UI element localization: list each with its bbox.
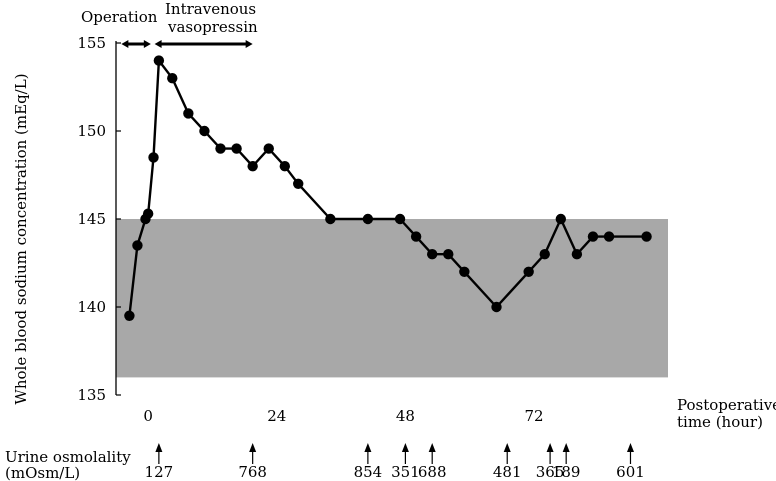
x-axis-title-line1: Postoperative bbox=[677, 396, 776, 414]
urine-arrow-head bbox=[546, 443, 554, 452]
urine-osmolality-value: 688 bbox=[418, 463, 447, 481]
sodium-data-point bbox=[231, 143, 242, 154]
urine-osmolality-value: 189 bbox=[552, 463, 581, 481]
normal-range-band bbox=[116, 219, 668, 378]
sodium-data-point bbox=[215, 143, 226, 154]
operation-arrow bbox=[121, 40, 151, 48]
urine-sample-marker: 688 bbox=[418, 443, 447, 481]
sodium-data-point bbox=[293, 178, 304, 189]
urine-arrow-head bbox=[562, 443, 570, 452]
sodium-data-point bbox=[443, 249, 454, 260]
vasopressin-arrow-head-left bbox=[154, 40, 162, 48]
axis-labels: Whole blood sodium concentration (mEq/L)… bbox=[12, 73, 776, 431]
sodium-data-point bbox=[426, 249, 438, 260]
y-tick-label: 155 bbox=[77, 34, 106, 52]
sodium-data-point bbox=[523, 266, 534, 277]
operation-label: Operation bbox=[81, 8, 158, 26]
urine-sample-marker: 127 bbox=[145, 443, 174, 481]
sodium-data-point bbox=[539, 249, 550, 260]
sodium-series-line bbox=[128, 59, 647, 316]
sodium-data-point bbox=[491, 301, 502, 313]
y-tick-label: 145 bbox=[77, 210, 106, 228]
operation-arrow-head-left bbox=[121, 40, 129, 48]
y-tick-label: 140 bbox=[77, 298, 106, 316]
x-tick-label: 72 bbox=[524, 407, 543, 425]
normal-range-layer bbox=[116, 219, 668, 378]
sodium-data-point bbox=[247, 161, 258, 172]
urine-arrow-head bbox=[364, 443, 372, 452]
urine-sample-marker: 768 bbox=[238, 443, 267, 481]
urine-osmolality-value: 768 bbox=[238, 463, 267, 481]
urine-sample-marker: 481 bbox=[493, 443, 522, 481]
urine-osmolality-value: 127 bbox=[145, 463, 174, 481]
x-axis-title-line2: time (hour) bbox=[677, 413, 763, 431]
sodium-data-point bbox=[459, 266, 470, 277]
sodium-data-point bbox=[571, 249, 583, 260]
sodium-data-point bbox=[153, 55, 165, 66]
vasopressin-label-line2: vasopressin bbox=[167, 18, 258, 36]
operation-arrow-head-right bbox=[143, 40, 151, 48]
vasopressin-arrow-head-right bbox=[245, 40, 253, 48]
urine-osmolality-value: 365 bbox=[536, 463, 565, 481]
urine-arrow-head bbox=[428, 443, 436, 452]
urine-sample-marker: 189 bbox=[552, 443, 581, 481]
vasopressin-arrow bbox=[154, 40, 253, 48]
urine-sample-marker: 365 bbox=[536, 443, 565, 481]
sodium-data-point bbox=[410, 231, 422, 242]
sodium-data-point bbox=[279, 161, 291, 172]
sodium-data-point bbox=[641, 231, 652, 242]
sodium-series bbox=[124, 55, 652, 321]
urine-arrow-head bbox=[155, 443, 163, 452]
urine-osmolality-label-line2: (mOsm/L) bbox=[5, 464, 80, 481]
x-tick-label: 0 bbox=[143, 407, 153, 425]
sodium-data-point bbox=[167, 73, 178, 84]
sodium-data-point bbox=[362, 213, 374, 225]
urine-arrow-head bbox=[503, 443, 511, 452]
sodium-data-point bbox=[394, 213, 406, 225]
urine-osmolality-value: 854 bbox=[354, 463, 383, 481]
sodium-data-point bbox=[183, 108, 194, 119]
urine-osmolality-label-line1: Urine osmolality bbox=[5, 448, 131, 466]
urine-osmolality-value: 601 bbox=[616, 463, 645, 481]
sodium-data-point bbox=[142, 208, 154, 219]
urine-arrow-head bbox=[401, 443, 409, 452]
y-axis-title: Whole blood sodium concentration (mEq/L) bbox=[12, 73, 30, 404]
sodium-data-point bbox=[199, 125, 210, 137]
sodium-data-point bbox=[132, 240, 143, 251]
sodium-data-point bbox=[587, 231, 599, 242]
sodium-data-point bbox=[603, 231, 615, 242]
axes: 135 140 145 150 155 0 24 48 72 bbox=[77, 34, 543, 425]
sodium-data-point bbox=[555, 213, 567, 225]
x-tick-label: 48 bbox=[396, 407, 415, 425]
sodium-data-point bbox=[263, 143, 274, 154]
urine-osmolality-value: 351 bbox=[391, 463, 420, 481]
urine-osmolality-value: 481 bbox=[493, 463, 522, 481]
urine-sample-marker: 351 bbox=[391, 443, 420, 481]
urine-sample-marker: 601 bbox=[616, 443, 645, 481]
y-tick-label: 135 bbox=[77, 386, 106, 404]
sodium-data-point bbox=[124, 310, 135, 321]
x-tick-label: 24 bbox=[267, 407, 286, 425]
y-tick-label: 150 bbox=[77, 122, 106, 140]
sodium-data-point bbox=[148, 152, 159, 163]
urine-arrow-head bbox=[249, 443, 257, 452]
sodium-data-point bbox=[325, 213, 336, 225]
vasopressin-label-line1: Intravenous bbox=[165, 0, 256, 18]
urine-sample-marker: 854 bbox=[354, 443, 383, 481]
urine-arrow-head bbox=[626, 443, 634, 452]
